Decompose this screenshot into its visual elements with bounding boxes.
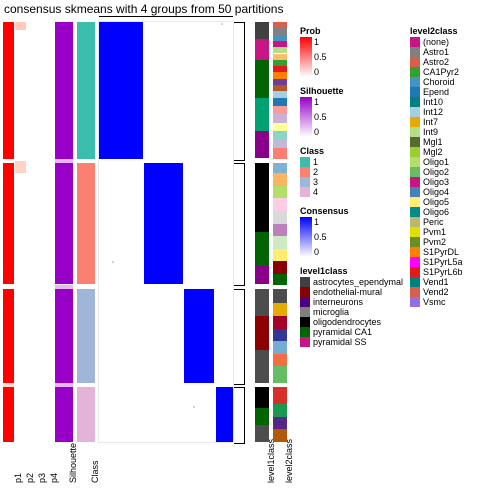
column-p1	[3, 22, 14, 442]
column-p3	[27, 22, 38, 442]
column-sil	[55, 22, 73, 442]
legend-prob: Prob10.50	[300, 26, 321, 78]
xlabel-sil: Silhouette	[68, 443, 78, 483]
column-class	[77, 22, 95, 442]
column-p2	[15, 22, 26, 442]
heatmap-area: p1p2p3p4 Silhouette Class level1class level2…	[0, 18, 504, 498]
xlabel-p2: p2	[25, 473, 35, 483]
xlabel-class: Class	[90, 460, 100, 483]
xlabel-lvl1: level1class	[266, 439, 276, 483]
legend-level2: level2class(none)Astro1Astro2CA1Pyr2Chor…	[410, 26, 463, 307]
xlabel-lvl2: level2class	[284, 439, 294, 483]
column-lvl1	[255, 22, 269, 442]
xlabel-p4: p4	[49, 473, 59, 483]
legend-consensus: Consensus10.50	[300, 206, 349, 258]
legend-silhouette: Silhouette10.50	[300, 86, 344, 138]
legend-level1: level1classastrocytes_ependymalendotheli…	[300, 266, 403, 347]
column-lvl2	[273, 22, 287, 442]
xlabel-p3: p3	[37, 473, 47, 483]
column-p4	[39, 22, 50, 442]
plot-title: consensus skmeans with 4 groups from 50 …	[0, 0, 504, 18]
xlabel-p1: p1	[13, 473, 23, 483]
column-consensus	[99, 22, 233, 442]
legend-class: Class1234	[300, 146, 324, 197]
